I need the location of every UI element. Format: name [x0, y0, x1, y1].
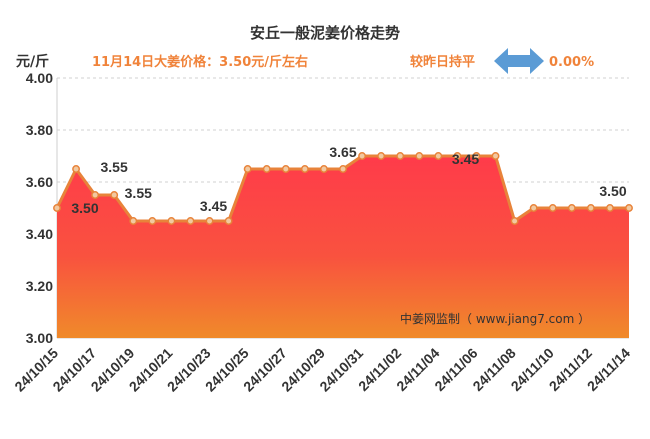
y-tick-label: 3.40 [26, 226, 53, 242]
y-tick-label: 3.00 [26, 330, 53, 346]
data-point [205, 217, 214, 225]
data-point [491, 152, 500, 160]
data-point [434, 152, 443, 160]
data-point [377, 152, 386, 160]
data-point [129, 217, 138, 225]
data-point [605, 204, 614, 212]
data-label: 3.50 [71, 200, 98, 216]
y-axis-unit: 元/斤 [16, 53, 49, 70]
area-series [55, 154, 629, 338]
data-point [548, 204, 557, 212]
y-tick-label: 3.60 [26, 174, 53, 190]
data-point [510, 217, 519, 225]
data-point [529, 204, 538, 212]
data-point [224, 217, 233, 225]
data-label: 3.55 [101, 159, 128, 175]
x-axis-ticks: 24/10/1524/10/1724/10/1924/10/2124/10/23… [11, 345, 633, 395]
data-point [472, 152, 481, 160]
data-label: 3.45 [452, 151, 479, 167]
watermark: 中姜网监制（ www.jiang7.com ） [400, 311, 590, 326]
data-point [567, 204, 576, 212]
data-point [358, 152, 367, 160]
data-label: 3.45 [200, 198, 227, 214]
data-point [110, 191, 119, 199]
data-point [415, 152, 424, 160]
area-fill [57, 156, 629, 338]
data-points [53, 152, 633, 225]
data-point [281, 165, 290, 173]
data-point [339, 165, 347, 173]
y-tick-label: 3.80 [26, 122, 53, 138]
data-point [53, 204, 61, 212]
y-axis-ticks: 3.00 3.20 3.40 3.60 3.80 4.00 [26, 70, 53, 346]
data-point [396, 152, 405, 160]
double-arrow-icon [494, 48, 544, 74]
data-point [300, 165, 309, 173]
compare-value: 0.00% [549, 55, 594, 70]
data-point [262, 165, 271, 173]
data-point [453, 152, 462, 160]
data-label: 3.55 [125, 185, 152, 201]
data-point [167, 217, 176, 225]
data-point [186, 217, 195, 225]
data-label: 3.65 [329, 144, 356, 160]
data-point [72, 165, 81, 173]
data-point [91, 191, 100, 199]
data-point [148, 217, 157, 225]
compare-label: 较昨日持平 [410, 54, 475, 70]
today-price-text: 11月14日大姜价格：3.50元/斤左右 [92, 54, 308, 70]
data-point [243, 165, 252, 173]
data-point [625, 204, 633, 212]
data-point [586, 204, 595, 212]
y-tick-label: 3.20 [26, 278, 53, 294]
y-tick-label: 4.00 [26, 70, 53, 86]
data-label: 3.50 [599, 183, 626, 199]
chart-title: 安丘一般泥姜价格走势 [250, 24, 400, 42]
data-labels: 3.50 3.55 3.55 3.45 3.65 3.45 3.50 [71, 144, 626, 216]
data-point [319, 165, 328, 173]
x-tick-label: 24/11/14 [584, 345, 633, 394]
